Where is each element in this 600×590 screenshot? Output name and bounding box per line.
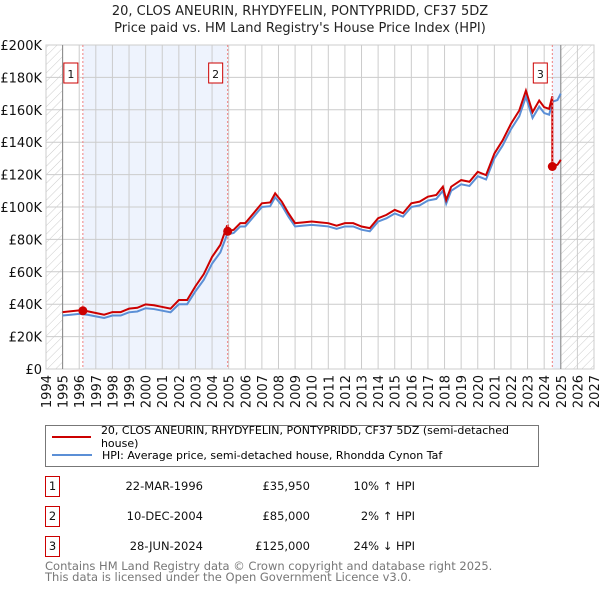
x-tick-label: 2014 xyxy=(372,375,387,408)
x-tick-label: 1998 xyxy=(106,375,121,408)
y-tick-label: £40K xyxy=(9,298,43,313)
legend-item-hpi: HPI: Average price, semi-detached house,… xyxy=(52,447,442,463)
sale-marker: 1 xyxy=(45,476,60,497)
x-tick-label: 2012 xyxy=(339,375,354,408)
plot-area: £0 £20K £40K £60K £80K £100K £120K £140K £160K £1… xyxy=(0,39,600,408)
sale-hpi: 10% ↑ HPI xyxy=(353,479,415,493)
x-tick-label: 2020 xyxy=(472,375,487,408)
sale-marker: 3 xyxy=(45,536,60,557)
x-tick-label: 2004 xyxy=(206,375,221,408)
x-tick-label: 1996 xyxy=(73,375,88,408)
sale-date: 28-JUN-2024 xyxy=(129,539,203,553)
x-tick-label: 1999 xyxy=(123,375,138,408)
footer: Contains HM Land Registry data © Crown c… xyxy=(45,559,493,584)
x-tick-label: 2003 xyxy=(189,375,204,408)
sale-price: £85,000 xyxy=(262,509,310,523)
footer-line: Contains HM Land Registry data © Crown c… xyxy=(45,559,493,573)
legend-item-property: 20, CLOS ANEURIN, RHYDYFELIN, PONTYPRIDD… xyxy=(52,424,538,450)
y-tick-label: £60K xyxy=(9,266,43,281)
x-tick-label: 2005 xyxy=(223,375,238,408)
x-tick-label: 1994 xyxy=(40,375,55,408)
x-tick-label: 2008 xyxy=(272,375,287,408)
x-tick-label: 2001 xyxy=(156,375,171,408)
x-tick-label: 2009 xyxy=(289,375,304,408)
x-tick-label: 2023 xyxy=(522,375,537,408)
legend-label: HPI: Average price, semi-detached house,… xyxy=(102,448,443,462)
x-tick-label: 2025 xyxy=(555,375,570,408)
sale-label: 1 xyxy=(67,68,74,81)
x-tick-label: 2026 xyxy=(571,375,586,408)
sale-date: 10-DEC-2004 xyxy=(126,509,203,523)
y-tick-label: £180K xyxy=(0,71,42,86)
x-tick-label: 2013 xyxy=(356,375,371,408)
x-tick-label: 1997 xyxy=(90,375,105,408)
y-tick-label: £160K xyxy=(0,104,42,119)
legend: 20, CLOS ANEURIN, RHYDYFELIN, PONTYPRIDD… xyxy=(45,424,539,467)
x-tick-label: 2021 xyxy=(488,375,503,408)
y-tick-label: £0 xyxy=(25,363,42,378)
sale-price: £35,950 xyxy=(262,479,310,493)
x-tick-label: 2027 xyxy=(588,375,600,408)
x-tick-label: 2000 xyxy=(140,375,155,408)
sale-point xyxy=(223,226,233,236)
x-tick-label: 2010 xyxy=(306,375,321,408)
hpi-line xyxy=(62,93,562,319)
x-tick-label: 2018 xyxy=(439,375,454,408)
sale-marker: 2 xyxy=(45,506,60,527)
property-line xyxy=(62,87,562,316)
sale-date: 22-MAR-1996 xyxy=(125,479,203,493)
y-tick-label: £100K xyxy=(0,201,42,216)
y-tick-label: £140K xyxy=(0,136,42,151)
y-tick-label: £200K xyxy=(0,39,42,54)
footer-line: This data is licensed under the Open Gov… xyxy=(45,570,412,584)
x-tick-label: 2006 xyxy=(239,375,254,408)
x-tick-label: 2017 xyxy=(422,375,437,408)
sale-label: 3 xyxy=(537,68,544,81)
y-tick-label: £20K xyxy=(9,331,43,346)
chart-subtitle: Price paid vs. HM Land Registry's House … xyxy=(114,21,486,36)
x-tick-label: 2002 xyxy=(173,375,188,408)
x-tick-label: 2022 xyxy=(505,375,520,408)
y-tick-label: £120K xyxy=(0,169,42,184)
sale-label-box xyxy=(208,62,224,84)
sale-price: £125,000 xyxy=(255,539,310,553)
x-tick-label: 2024 xyxy=(538,375,553,408)
chart-title: 20, CLOS ANEURIN, RHYDYFELIN, PONTYPRIDD… xyxy=(111,4,489,19)
x-tick-label: 2016 xyxy=(405,375,420,408)
sale-label-box xyxy=(63,62,79,84)
x-tick-label: 1995 xyxy=(57,375,72,408)
x-tick-label: 2019 xyxy=(455,375,470,408)
x-tick-label: 2015 xyxy=(389,375,404,408)
sale-label: 2 xyxy=(212,68,219,81)
sale-point xyxy=(547,162,557,171)
sale-point xyxy=(78,306,88,316)
y-tick-label: £80K xyxy=(9,233,43,248)
x-tick-label: 2007 xyxy=(256,375,271,408)
legend-label: 20, CLOS ANEURIN, RHYDYFELIN, PONTYPRIDD… xyxy=(100,424,509,450)
sale-label-box xyxy=(532,62,548,84)
x-tick-label: 2011 xyxy=(322,375,337,408)
sale-hpi: 24% ↓ HPI xyxy=(353,539,415,553)
sale-hpi: 2% ↑ HPI xyxy=(360,509,415,523)
